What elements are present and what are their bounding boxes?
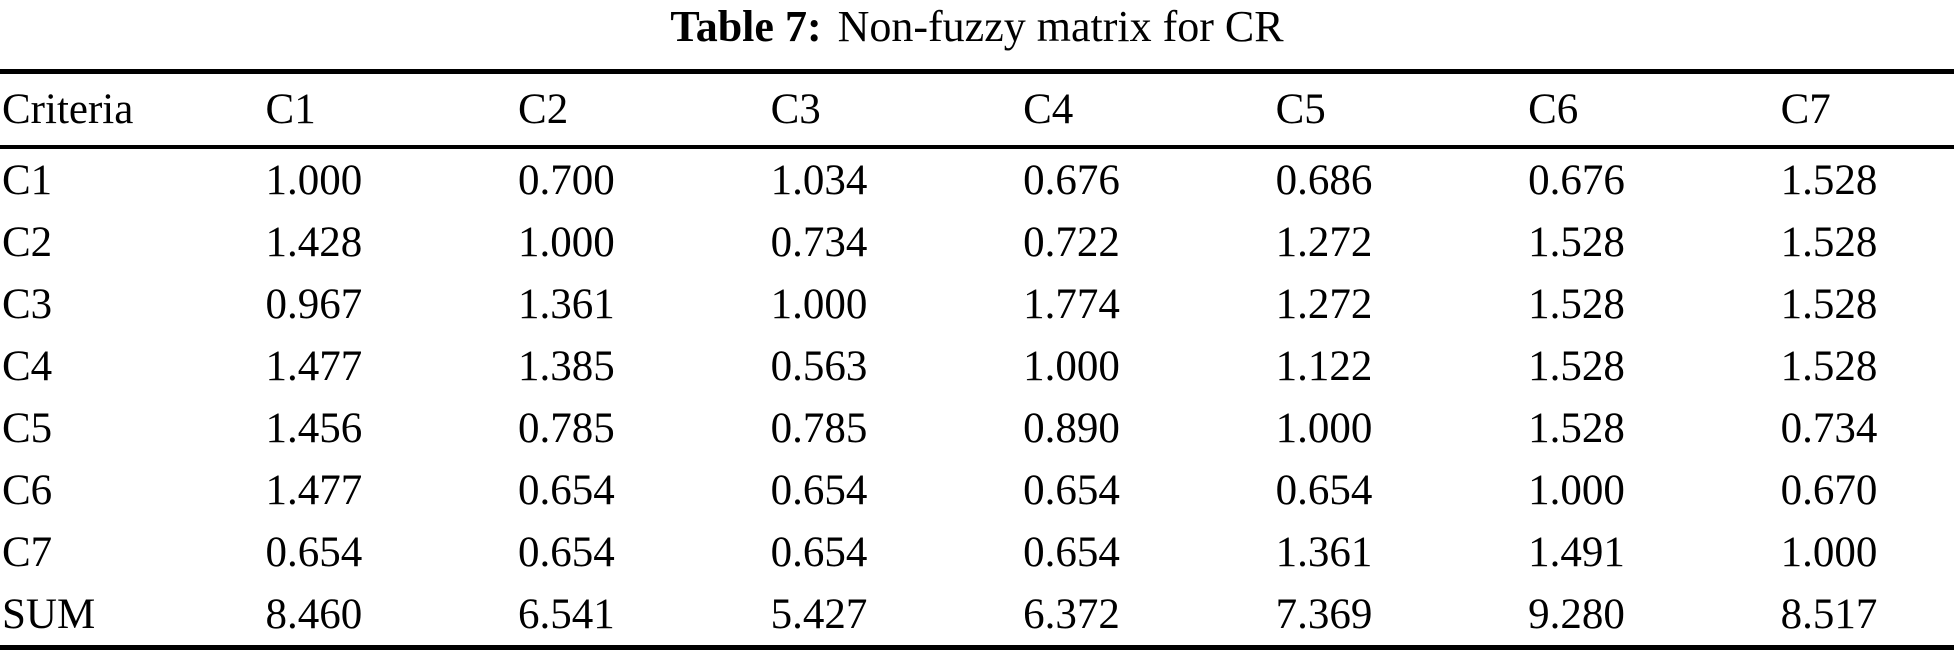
table-row-sum: SUM 8.460 6.541 5.427 6.372 7.369 9.280 …: [0, 583, 1954, 648]
cell: 0.563: [770, 342, 868, 390]
row-label: C4: [2, 342, 53, 390]
row-label: C3: [2, 280, 53, 328]
cell: 1.456: [265, 404, 363, 452]
cell: 1.272: [1275, 280, 1373, 328]
column-header-criteria: Criteria: [0, 71, 266, 149]
cell: 1.528: [1780, 280, 1878, 328]
column-header-c7: C7: [1780, 71, 1954, 149]
non-fuzzy-matrix-table: Criteria C1 C2 C3 C4 C5 C6 C7 C1 1.000 0…: [0, 69, 1954, 650]
cell: 0.785: [770, 404, 868, 452]
cell: 0.676: [1023, 156, 1120, 204]
table-caption: Table 7: Non-fuzzy matrix for CR: [0, 0, 1954, 52]
cell: 1.361: [1275, 528, 1373, 576]
cell: 1.122: [1275, 342, 1373, 390]
cell: 5.427: [770, 590, 868, 638]
cell: 1.528: [1528, 280, 1625, 328]
cell: 6.541: [518, 590, 615, 638]
cell: 0.654: [770, 528, 868, 576]
column-header-c1: C1: [265, 71, 519, 149]
cell: 0.654: [770, 466, 868, 514]
cell: 7.369: [1275, 590, 1373, 638]
column-header-c3: C3: [770, 71, 1024, 149]
cell: 1.000: [265, 156, 363, 204]
cell: 9.280: [1528, 590, 1625, 638]
table-row-c4: C4 1.477 1.385 0.563 1.000 1.122 1.528 1…: [0, 335, 1954, 397]
row-label: C5: [2, 404, 53, 452]
column-header-c6: C6: [1528, 71, 1781, 149]
cell: 0.654: [265, 528, 363, 576]
table-row-c3: C3 0.967 1.361 1.000 1.774 1.272 1.528 1…: [0, 273, 1954, 335]
cell: 6.372: [1023, 590, 1120, 638]
cell: 0.734: [770, 218, 868, 266]
header-row: Criteria C1 C2 C3 C4 C5 C6 C7: [0, 71, 1954, 149]
cell: 1.000: [770, 280, 868, 328]
row-label: C6: [2, 466, 53, 514]
row-label: C7: [2, 528, 53, 576]
table-row-c1: C1 1.000 0.700 1.034 0.676 0.686 0.676 1…: [0, 147, 1954, 211]
cell: 0.654: [1023, 466, 1120, 514]
cell: 0.654: [518, 466, 615, 514]
cell: 0.722: [1023, 218, 1120, 266]
cell: 1.528: [1780, 156, 1878, 204]
cell: 0.700: [518, 156, 615, 204]
cell: 1.034: [770, 156, 868, 204]
cell: 1.774: [1023, 280, 1120, 328]
cell: 1.477: [265, 466, 363, 514]
cell: 0.670: [1780, 466, 1878, 514]
row-label: C1: [2, 156, 53, 204]
cell: 0.686: [1275, 156, 1373, 204]
cell: 0.785: [518, 404, 615, 452]
cell: 1.000: [518, 218, 615, 266]
cell: 8.460: [265, 590, 363, 638]
column-header-c4: C4: [1023, 71, 1276, 149]
column-header-c2: C2: [518, 71, 771, 149]
column-header-c5: C5: [1275, 71, 1529, 149]
cell: 0.734: [1780, 404, 1878, 452]
cell: 1.528: [1528, 342, 1625, 390]
table-row-c7: C7 0.654 0.654 0.654 0.654 1.361 1.491 1…: [0, 521, 1954, 583]
cell: 1.000: [1275, 404, 1373, 452]
cell: 1.361: [518, 280, 615, 328]
table-row-c2: C2 1.428 1.000 0.734 0.722 1.272 1.528 1…: [0, 211, 1954, 273]
cell: 1.477: [265, 342, 363, 390]
cell: 1.428: [265, 218, 363, 266]
cell: 1.528: [1528, 404, 1625, 452]
table-number-label: Table 7:: [670, 2, 822, 51]
cell: 8.517: [1780, 590, 1878, 638]
table-row-c5: C5 1.456 0.785 0.785 0.890 1.000 1.528 0…: [0, 397, 1954, 459]
cell: 1.000: [1780, 528, 1878, 576]
cell: 0.654: [1275, 466, 1373, 514]
cell: 0.654: [1023, 528, 1120, 576]
cell: 0.654: [518, 528, 615, 576]
cell: 1.000: [1528, 466, 1625, 514]
cell: 1.528: [1780, 218, 1878, 266]
cell: 1.491: [1528, 528, 1625, 576]
cell: 1.000: [1023, 342, 1120, 390]
cell: 0.890: [1023, 404, 1120, 452]
cell: 1.385: [518, 342, 615, 390]
row-label: SUM: [2, 590, 96, 638]
cell: 1.528: [1780, 342, 1878, 390]
cell: 1.528: [1528, 218, 1625, 266]
row-label: C2: [2, 218, 53, 266]
table-caption-text: Non-fuzzy matrix for CR: [837, 2, 1284, 51]
table-row-c6: C6 1.477 0.654 0.654 0.654 0.654 1.000 0…: [0, 459, 1954, 521]
cell: 0.676: [1528, 156, 1625, 204]
cell: 1.272: [1275, 218, 1373, 266]
cell: 0.967: [265, 280, 363, 328]
